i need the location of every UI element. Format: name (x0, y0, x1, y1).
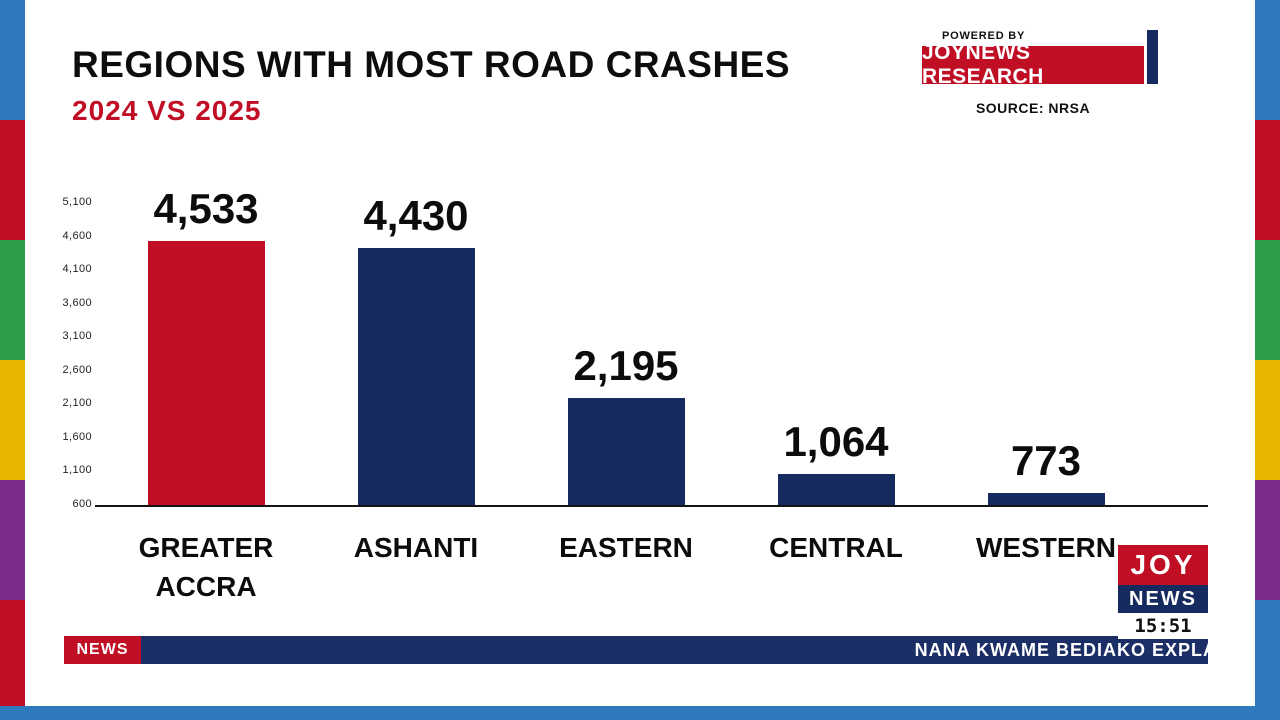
stripe-segment (1255, 480, 1280, 600)
y-tick-label: 600 (72, 498, 92, 510)
left-edge-stripe (0, 0, 25, 720)
bar-value-label: 4,430 (363, 191, 469, 239)
stripe-segment (0, 240, 25, 360)
y-tick-label: 3,600 (62, 296, 92, 309)
stripe-segment (1255, 120, 1280, 240)
y-tick-label: 1,600 (62, 430, 92, 443)
right-edge-stripe (1255, 0, 1280, 720)
bar-category-label: WESTERN (976, 532, 1116, 563)
bar-value-label: 1,064 (783, 417, 889, 465)
bar-value-label: 773 (1010, 437, 1082, 485)
bar-category-label: CENTRAL (769, 532, 903, 563)
bar-category-label: ASHANTI (353, 532, 479, 563)
bottom-edge-strip (0, 706, 1280, 720)
y-tick-label: 1,100 (62, 464, 92, 477)
bar-eastern (567, 397, 685, 505)
ticker-label: NEWS (64, 636, 141, 664)
stripe-segment (0, 480, 25, 600)
y-tick-label: 3,100 (62, 330, 92, 343)
badge-accent-bar (1147, 30, 1158, 84)
bar-greater-accra (147, 241, 265, 505)
ticker-text-content: NANA KWAME BEDIAKO EXPLA (914, 639, 1208, 660)
chart-title: REGIONS WITH MOST ROAD CRASHES (72, 44, 791, 85)
bar-value-label: 2,195 (573, 341, 679, 389)
bar-value-label: 4,533 (153, 185, 259, 233)
stripe-segment (0, 360, 25, 480)
x-axis-line (95, 505, 1208, 507)
powered-by-block: POWERED BY JOYNEWS RESEARCH SOURCE: NRSA (922, 30, 1162, 116)
news-ticker: NEWS NANA KWAME BEDIAKO EXPLA (64, 636, 1208, 664)
bar-category-label: GREATER ACCRA (138, 532, 274, 603)
bar-category-label: EASTERN (559, 532, 693, 563)
chart-subtitle: 2024 VS 2025 (72, 95, 262, 126)
logo-joy: JOY (1118, 545, 1208, 585)
joynews-logo: JOY NEWS 15:51 (1118, 545, 1208, 639)
stripe-segment (1255, 360, 1280, 480)
ticker-text: NANA KWAME BEDIAKO EXPLA (141, 636, 1208, 664)
source-label: SOURCE: NRSA (975, 100, 1091, 116)
y-tick-label: 4,600 (62, 229, 92, 242)
logo-news: NEWS (1118, 585, 1208, 613)
bar-western (987, 493, 1105, 505)
joynews-research-badge: JOYNEWS RESEARCH (922, 41, 1144, 88)
y-tick-label: 2,600 (62, 363, 92, 376)
y-tick-label: 4,100 (62, 263, 92, 276)
y-tick-label: 2,100 (62, 397, 92, 410)
stripe-segment (1255, 0, 1280, 120)
y-tick-label: 5,100 (62, 196, 92, 208)
stripe-segment (0, 600, 25, 720)
bar-ashanti (357, 247, 475, 505)
stripe-segment (0, 0, 25, 120)
clock: 15:51 (1118, 613, 1208, 639)
bar-central (777, 473, 895, 505)
research-badge-row: JOYNEWS RESEARCH (922, 30, 1158, 88)
stripe-segment (1255, 240, 1280, 360)
stripe-segment (1255, 600, 1280, 720)
stripe-segment (0, 120, 25, 240)
powered-by-label: POWERED BY (942, 30, 1026, 42)
